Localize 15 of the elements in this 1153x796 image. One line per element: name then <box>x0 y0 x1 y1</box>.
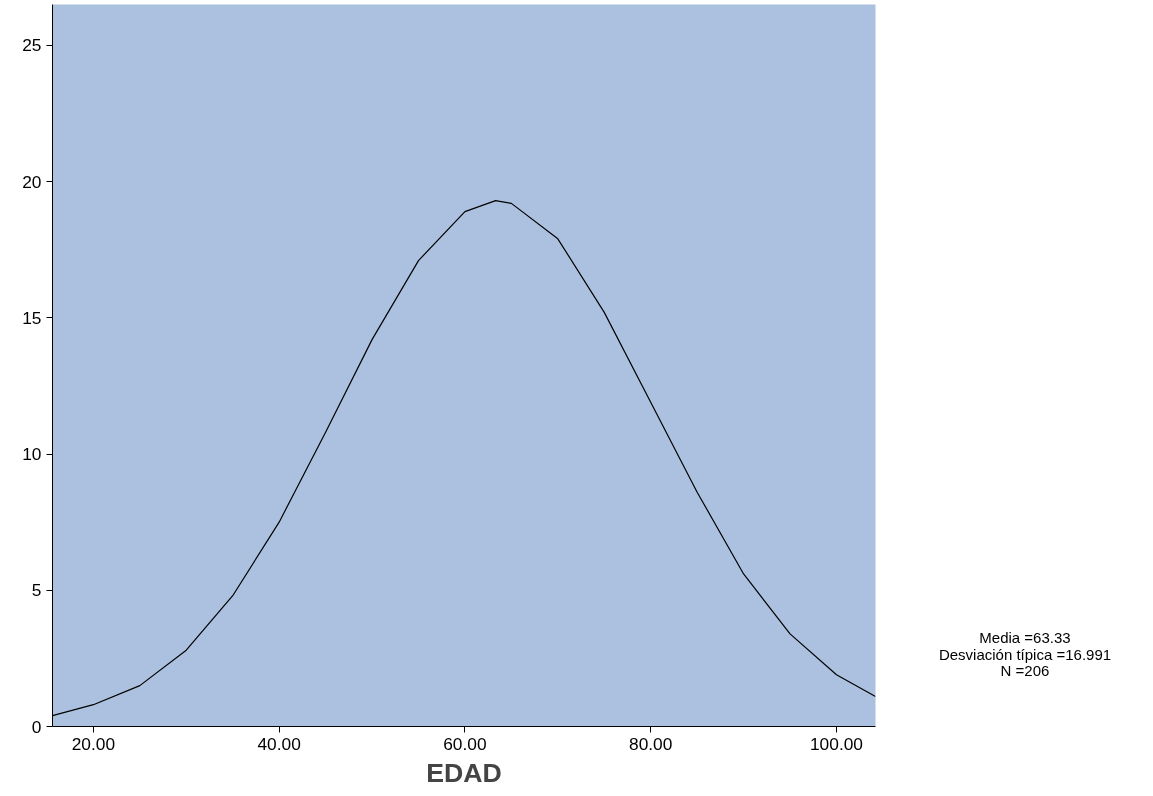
y-tick-label: 0 <box>31 716 42 737</box>
x-axis-title: EDAD <box>426 757 502 788</box>
text: N =206 <box>999 662 1050 680</box>
x-tick-label: 60.00 <box>443 733 487 754</box>
y-tick-label: 10 <box>22 444 42 465</box>
y-tick-label: 20 <box>22 171 42 192</box>
text: Desviación típica =16.991 <box>938 645 1112 663</box>
text: Media =63.33 <box>978 629 1072 647</box>
x-tick-label: 40.00 <box>257 733 301 754</box>
x-tick-label: 80.00 <box>629 733 673 754</box>
y-tick-label: 15 <box>22 307 42 328</box>
x-tick-label: 20.00 <box>71 733 116 754</box>
y-tick-label: 25 <box>22 35 42 56</box>
x-tick-label: 100.00 <box>809 733 863 754</box>
y-tick-label: 5 <box>31 580 42 601</box>
